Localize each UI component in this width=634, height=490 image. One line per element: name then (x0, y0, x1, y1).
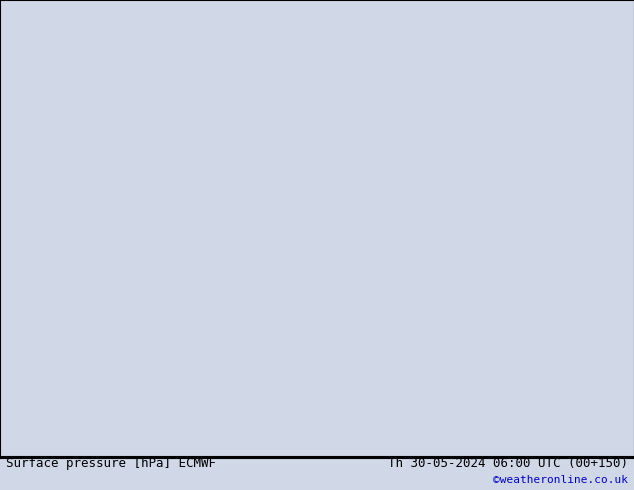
Text: ©weatheronline.co.uk: ©weatheronline.co.uk (493, 475, 628, 485)
Text: Th 30-05-2024 06:00 UTC (00+150): Th 30-05-2024 06:00 UTC (00+150) (387, 457, 628, 469)
Text: Surface pressure [hPa] ECMWF: Surface pressure [hPa] ECMWF (6, 457, 216, 469)
